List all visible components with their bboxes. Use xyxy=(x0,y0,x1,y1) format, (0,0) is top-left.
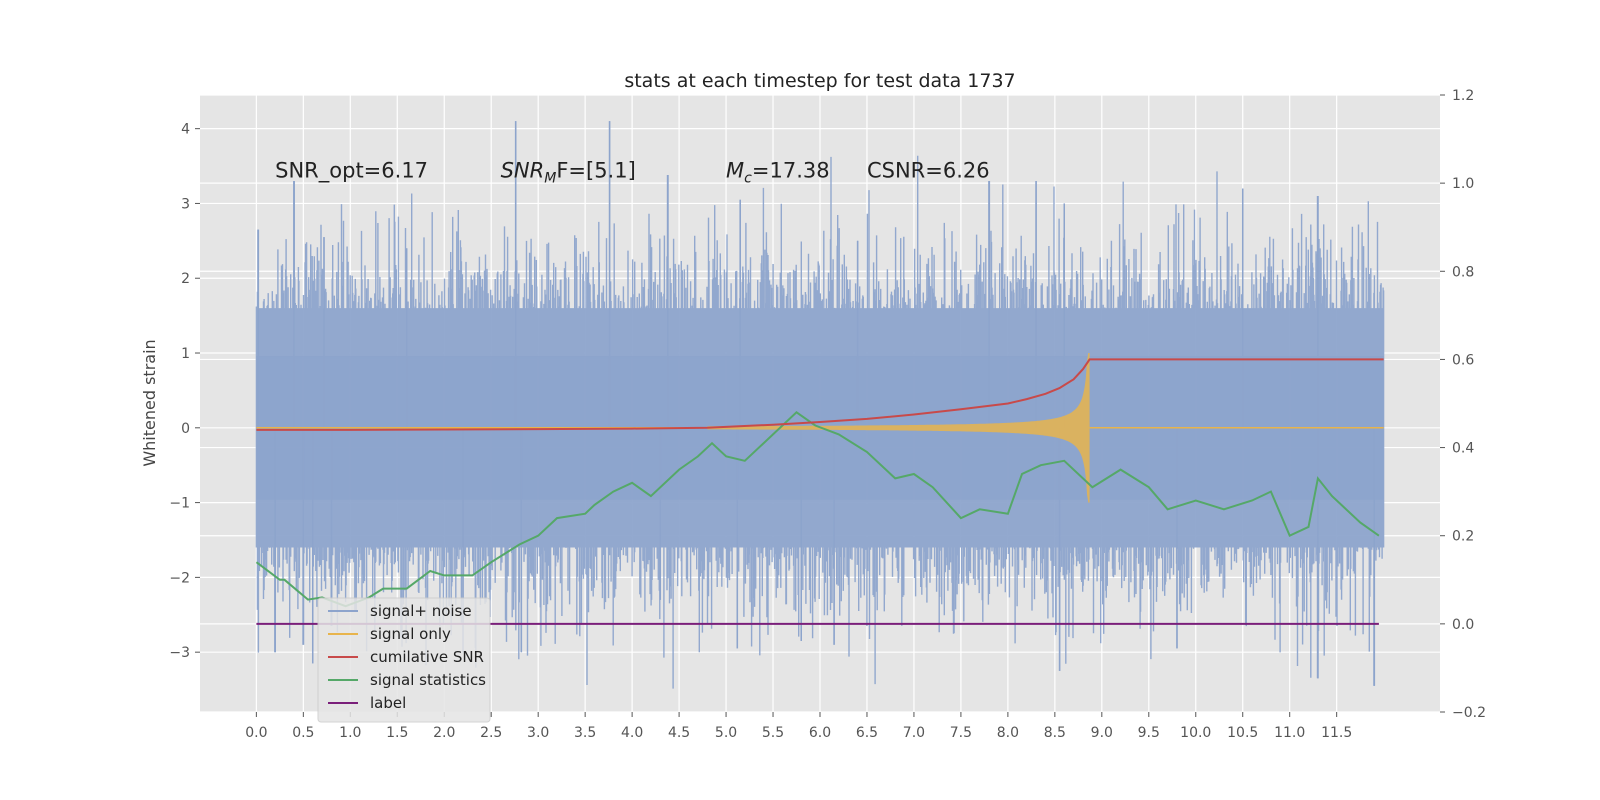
y2-tick-label: 0.0 xyxy=(1452,617,1474,633)
x-tick-label: 3.5 xyxy=(574,725,596,741)
y-tick-label: 3 xyxy=(181,196,190,212)
annotation-text: Mc=17.38 xyxy=(726,158,830,186)
legend-box xyxy=(317,597,491,723)
x-tick-label: 1.5 xyxy=(386,725,408,741)
cumulative-snr-series xyxy=(256,358,1384,431)
x-tick-label: 7.0 xyxy=(903,725,925,741)
axes: 0.0 0.5 1.0 1.5 2.0 2.5 3.0 3.5 4.0 4.5 5.0 5.5 6.0 6… xyxy=(169,88,1486,741)
x-tick-label: 10.5 xyxy=(1227,725,1258,741)
x-tick-label: 7.5 xyxy=(950,725,972,741)
legend-label: cumilative SNR xyxy=(370,648,484,666)
legend-label: signal+ noise xyxy=(370,602,472,620)
annotation-text: CSNR=6.26 xyxy=(867,158,990,182)
x-tick-label: 1.0 xyxy=(339,725,361,741)
x-tick-label: 2.0 xyxy=(433,725,455,741)
y-tick-label: 2 xyxy=(181,271,190,287)
y2-tick-label: −0.2 xyxy=(1452,705,1486,721)
annotation-text: SNRMF=[5.1] xyxy=(501,158,636,186)
y-tick-label: 1 xyxy=(181,346,190,362)
x-tick-label: 9.5 xyxy=(1138,725,1160,741)
x-tick-label: 8.0 xyxy=(997,725,1019,741)
legend: signal+ noise signal only cumilative SNR si… xyxy=(317,597,491,723)
legend-label: label xyxy=(370,694,406,712)
y2-tick-label: 0.8 xyxy=(1452,264,1474,280)
x-tick-label: 0.0 xyxy=(245,725,267,741)
y-tick-label: −3 xyxy=(169,645,190,661)
x-tick-label: 6.5 xyxy=(856,725,878,741)
legend-label: signal statistics xyxy=(370,671,486,689)
x-tick-label: 8.5 xyxy=(1044,725,1066,741)
x-tick-label: 5.0 xyxy=(715,725,737,741)
x-tick-label: 11.5 xyxy=(1321,725,1352,741)
chart-title: stats at each timestep for test data 173… xyxy=(624,70,1015,92)
annotations: SNR_opt=6.17 SNRMF=[5.1] Mc=17.38 CSNR=6.26 xyxy=(275,158,989,186)
legend-label: signal only xyxy=(370,625,451,643)
x-tick-label: 6.0 xyxy=(809,725,831,741)
y-tick-label: −2 xyxy=(169,570,190,586)
y-tick-label: 4 xyxy=(181,122,190,138)
y-tick-label: −1 xyxy=(169,496,190,512)
signal-statistics-series xyxy=(255,411,1380,608)
x-tick-label: 2.5 xyxy=(480,725,502,741)
x-tick-label: 4.0 xyxy=(621,725,643,741)
signal-only-envelope xyxy=(707,353,1090,511)
x-tick-label: 9.0 xyxy=(1091,725,1113,741)
x-tick-label: 10.0 xyxy=(1180,725,1211,741)
y2-tick-label: 0.2 xyxy=(1452,529,1474,545)
y2-tick-label: 1.2 xyxy=(1452,88,1474,104)
y2-tick-label: 0.4 xyxy=(1452,441,1474,457)
y2-tick-label: 0.6 xyxy=(1452,352,1474,368)
x-tick-label: 11.0 xyxy=(1274,725,1305,741)
x-tick-label: 0.5 xyxy=(292,725,314,741)
y-tick-label: 0 xyxy=(181,421,190,437)
y2-tick-label: 1.0 xyxy=(1452,176,1474,192)
annotation-text: SNR_opt=6.17 xyxy=(275,158,428,183)
x-tick-label: 5.5 xyxy=(762,725,784,741)
y-axis-label: Whitened strain xyxy=(140,339,159,466)
x-tick-label: 4.5 xyxy=(668,725,690,741)
x-tick-label: 3.0 xyxy=(527,725,549,741)
series-layer xyxy=(255,121,1385,689)
